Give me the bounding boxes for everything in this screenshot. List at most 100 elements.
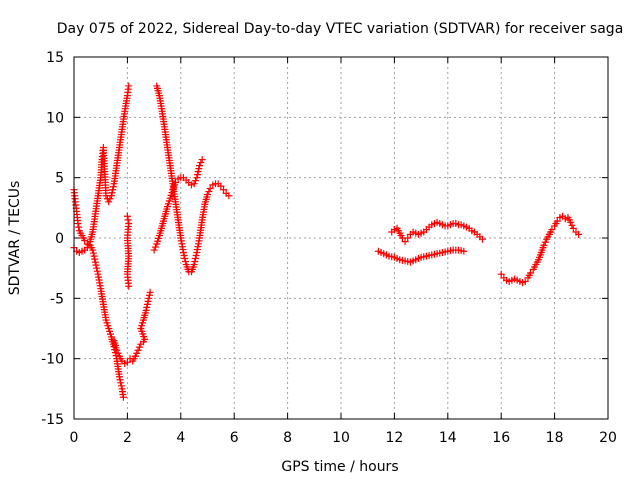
data-point xyxy=(540,241,548,249)
data-point xyxy=(217,182,225,190)
data-point xyxy=(107,192,115,200)
y-tick-label: 5 xyxy=(55,171,64,187)
data-point xyxy=(85,241,93,249)
data-point xyxy=(81,236,89,244)
data-point xyxy=(131,352,139,360)
data-point xyxy=(568,221,576,229)
x-axis-label: GPS time / hours xyxy=(281,459,398,475)
data-point xyxy=(89,249,97,257)
data-point xyxy=(197,159,205,167)
y-tick-label: 0 xyxy=(55,231,64,247)
data-point xyxy=(133,349,141,357)
y-axis-label: SDTVAR / TECUs xyxy=(7,181,23,296)
data-point xyxy=(190,261,198,269)
data-points xyxy=(70,82,583,401)
y-tick-label: -5 xyxy=(50,291,64,307)
data-point xyxy=(179,248,187,256)
y-tick-label: 10 xyxy=(46,110,64,126)
series-track-h xyxy=(388,218,487,246)
data-point xyxy=(193,171,201,179)
data-point xyxy=(108,189,116,197)
data-point xyxy=(181,255,189,263)
series-track-a xyxy=(70,186,127,401)
data-point xyxy=(93,264,101,272)
data-point xyxy=(134,346,142,354)
x-tick-label: 20 xyxy=(599,430,617,446)
data-point xyxy=(125,282,133,290)
x-tick-label: 6 xyxy=(230,430,239,446)
data-point xyxy=(117,379,125,387)
data-point xyxy=(92,261,100,269)
data-point xyxy=(119,393,127,401)
series-track-b xyxy=(70,82,133,256)
data-point xyxy=(521,277,529,285)
data-point xyxy=(190,180,198,188)
x-tick-label: 12 xyxy=(385,430,403,446)
data-point xyxy=(569,224,577,232)
x-tick-label: 8 xyxy=(283,430,292,446)
data-point xyxy=(220,186,228,194)
data-point xyxy=(181,258,189,266)
data-point xyxy=(135,343,143,351)
data-point xyxy=(124,216,132,224)
data-point xyxy=(74,220,82,228)
data-point xyxy=(143,303,151,311)
data-point xyxy=(151,243,159,251)
data-point xyxy=(204,191,211,199)
series-track-d xyxy=(123,212,133,290)
data-point xyxy=(106,195,114,203)
data-point xyxy=(567,218,575,226)
data-point xyxy=(206,185,214,193)
data-point xyxy=(116,376,124,384)
data-point xyxy=(180,251,188,259)
data-point xyxy=(93,267,101,275)
y-tick-label: -10 xyxy=(41,352,64,368)
data-point xyxy=(553,217,561,225)
data-point xyxy=(460,247,468,255)
data-point xyxy=(145,294,153,302)
y-tick-label: 15 xyxy=(46,50,64,66)
data-point xyxy=(91,255,99,263)
chart-title: Day 075 of 2022, Sidereal Day-to-day VTE… xyxy=(57,21,624,37)
data-point xyxy=(191,255,199,263)
data-point xyxy=(191,177,199,185)
data-point xyxy=(527,269,535,277)
data-point xyxy=(90,252,98,260)
data-point xyxy=(195,162,203,170)
data-point xyxy=(83,244,91,252)
data-point xyxy=(401,238,409,246)
data-point xyxy=(114,349,122,357)
data-point xyxy=(125,82,133,90)
data-point xyxy=(105,198,113,206)
tick-labels: 0 2 4 6 8 10 12 14 16 18 20 -15 -10 -5 0 5 10 15 xyxy=(41,50,617,446)
x-tick-label: 18 xyxy=(546,430,564,446)
data-point xyxy=(205,188,213,196)
data-point xyxy=(123,212,131,220)
x-tick-label: 4 xyxy=(176,430,185,446)
series-track-g xyxy=(374,246,468,266)
data-point xyxy=(145,291,153,299)
data-point xyxy=(404,234,412,242)
data-point xyxy=(117,382,125,390)
data-point xyxy=(198,156,206,164)
data-point xyxy=(91,258,99,266)
x-tick-label: 16 xyxy=(492,430,510,446)
series-track-c xyxy=(110,288,154,367)
data-point xyxy=(575,230,583,238)
data-point xyxy=(225,192,233,200)
data-point xyxy=(89,246,97,254)
data-point xyxy=(75,223,83,231)
data-point xyxy=(193,174,201,182)
y-tick-label: -15 xyxy=(41,412,64,428)
data-point xyxy=(113,346,121,354)
data-point xyxy=(123,358,131,366)
data-point xyxy=(109,186,117,194)
grid xyxy=(74,57,608,419)
data-point xyxy=(194,168,202,176)
x-tick-label: 0 xyxy=(70,430,79,446)
data-point xyxy=(541,238,549,246)
data-point xyxy=(191,258,199,266)
data-point xyxy=(497,270,505,278)
data-point xyxy=(144,297,152,305)
